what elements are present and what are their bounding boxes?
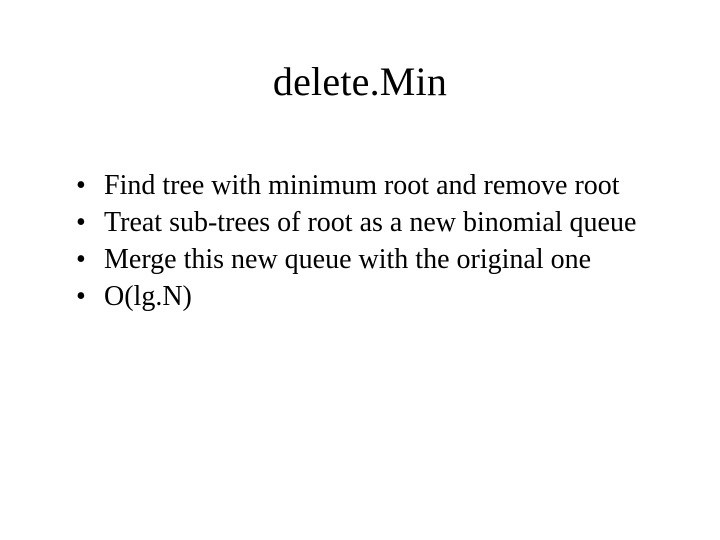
list-item: Find tree with minimum root and remove r… (70, 169, 650, 203)
list-item: Treat sub-trees of root as a new binomia… (70, 206, 650, 240)
slide-title: delete.Min (70, 58, 650, 105)
list-item: O(lg.N) (70, 280, 650, 314)
slide-container: delete.Min Find tree with minimum root a… (0, 0, 720, 540)
list-item: Merge this new queue with the original o… (70, 243, 650, 277)
bullet-list: Find tree with minimum root and remove r… (70, 169, 650, 315)
